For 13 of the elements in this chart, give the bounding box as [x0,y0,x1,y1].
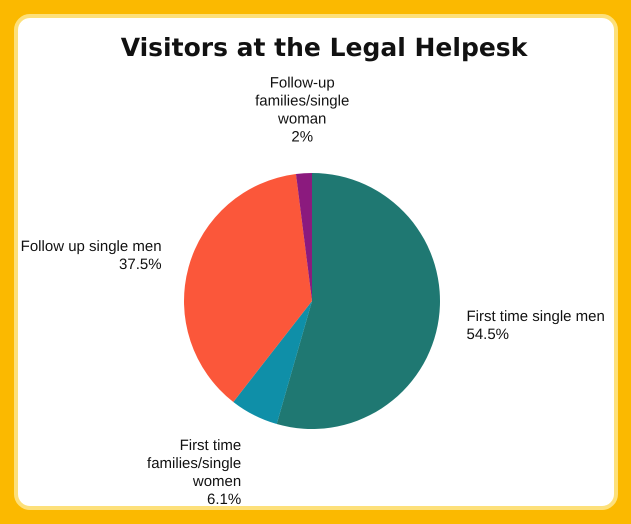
data-label: 2% [291,128,314,146]
slice-label: Follow-up families/single woman [255,74,350,128]
pie-slice [233,301,312,424]
slice-label: First time families/single women [147,437,242,490]
data-label: 37.5% [119,256,162,273]
pie-slice [296,173,312,301]
slice-label: Follow up single men [20,238,162,255]
data-label: 54.5% [466,326,510,344]
pie-slice [276,173,440,429]
slice-label: First time single men [466,308,605,326]
data-label: 6.1% [207,491,242,508]
pie-slice [184,174,312,402]
chart-title: Visitors at the Legal Helpesk [120,33,529,62]
